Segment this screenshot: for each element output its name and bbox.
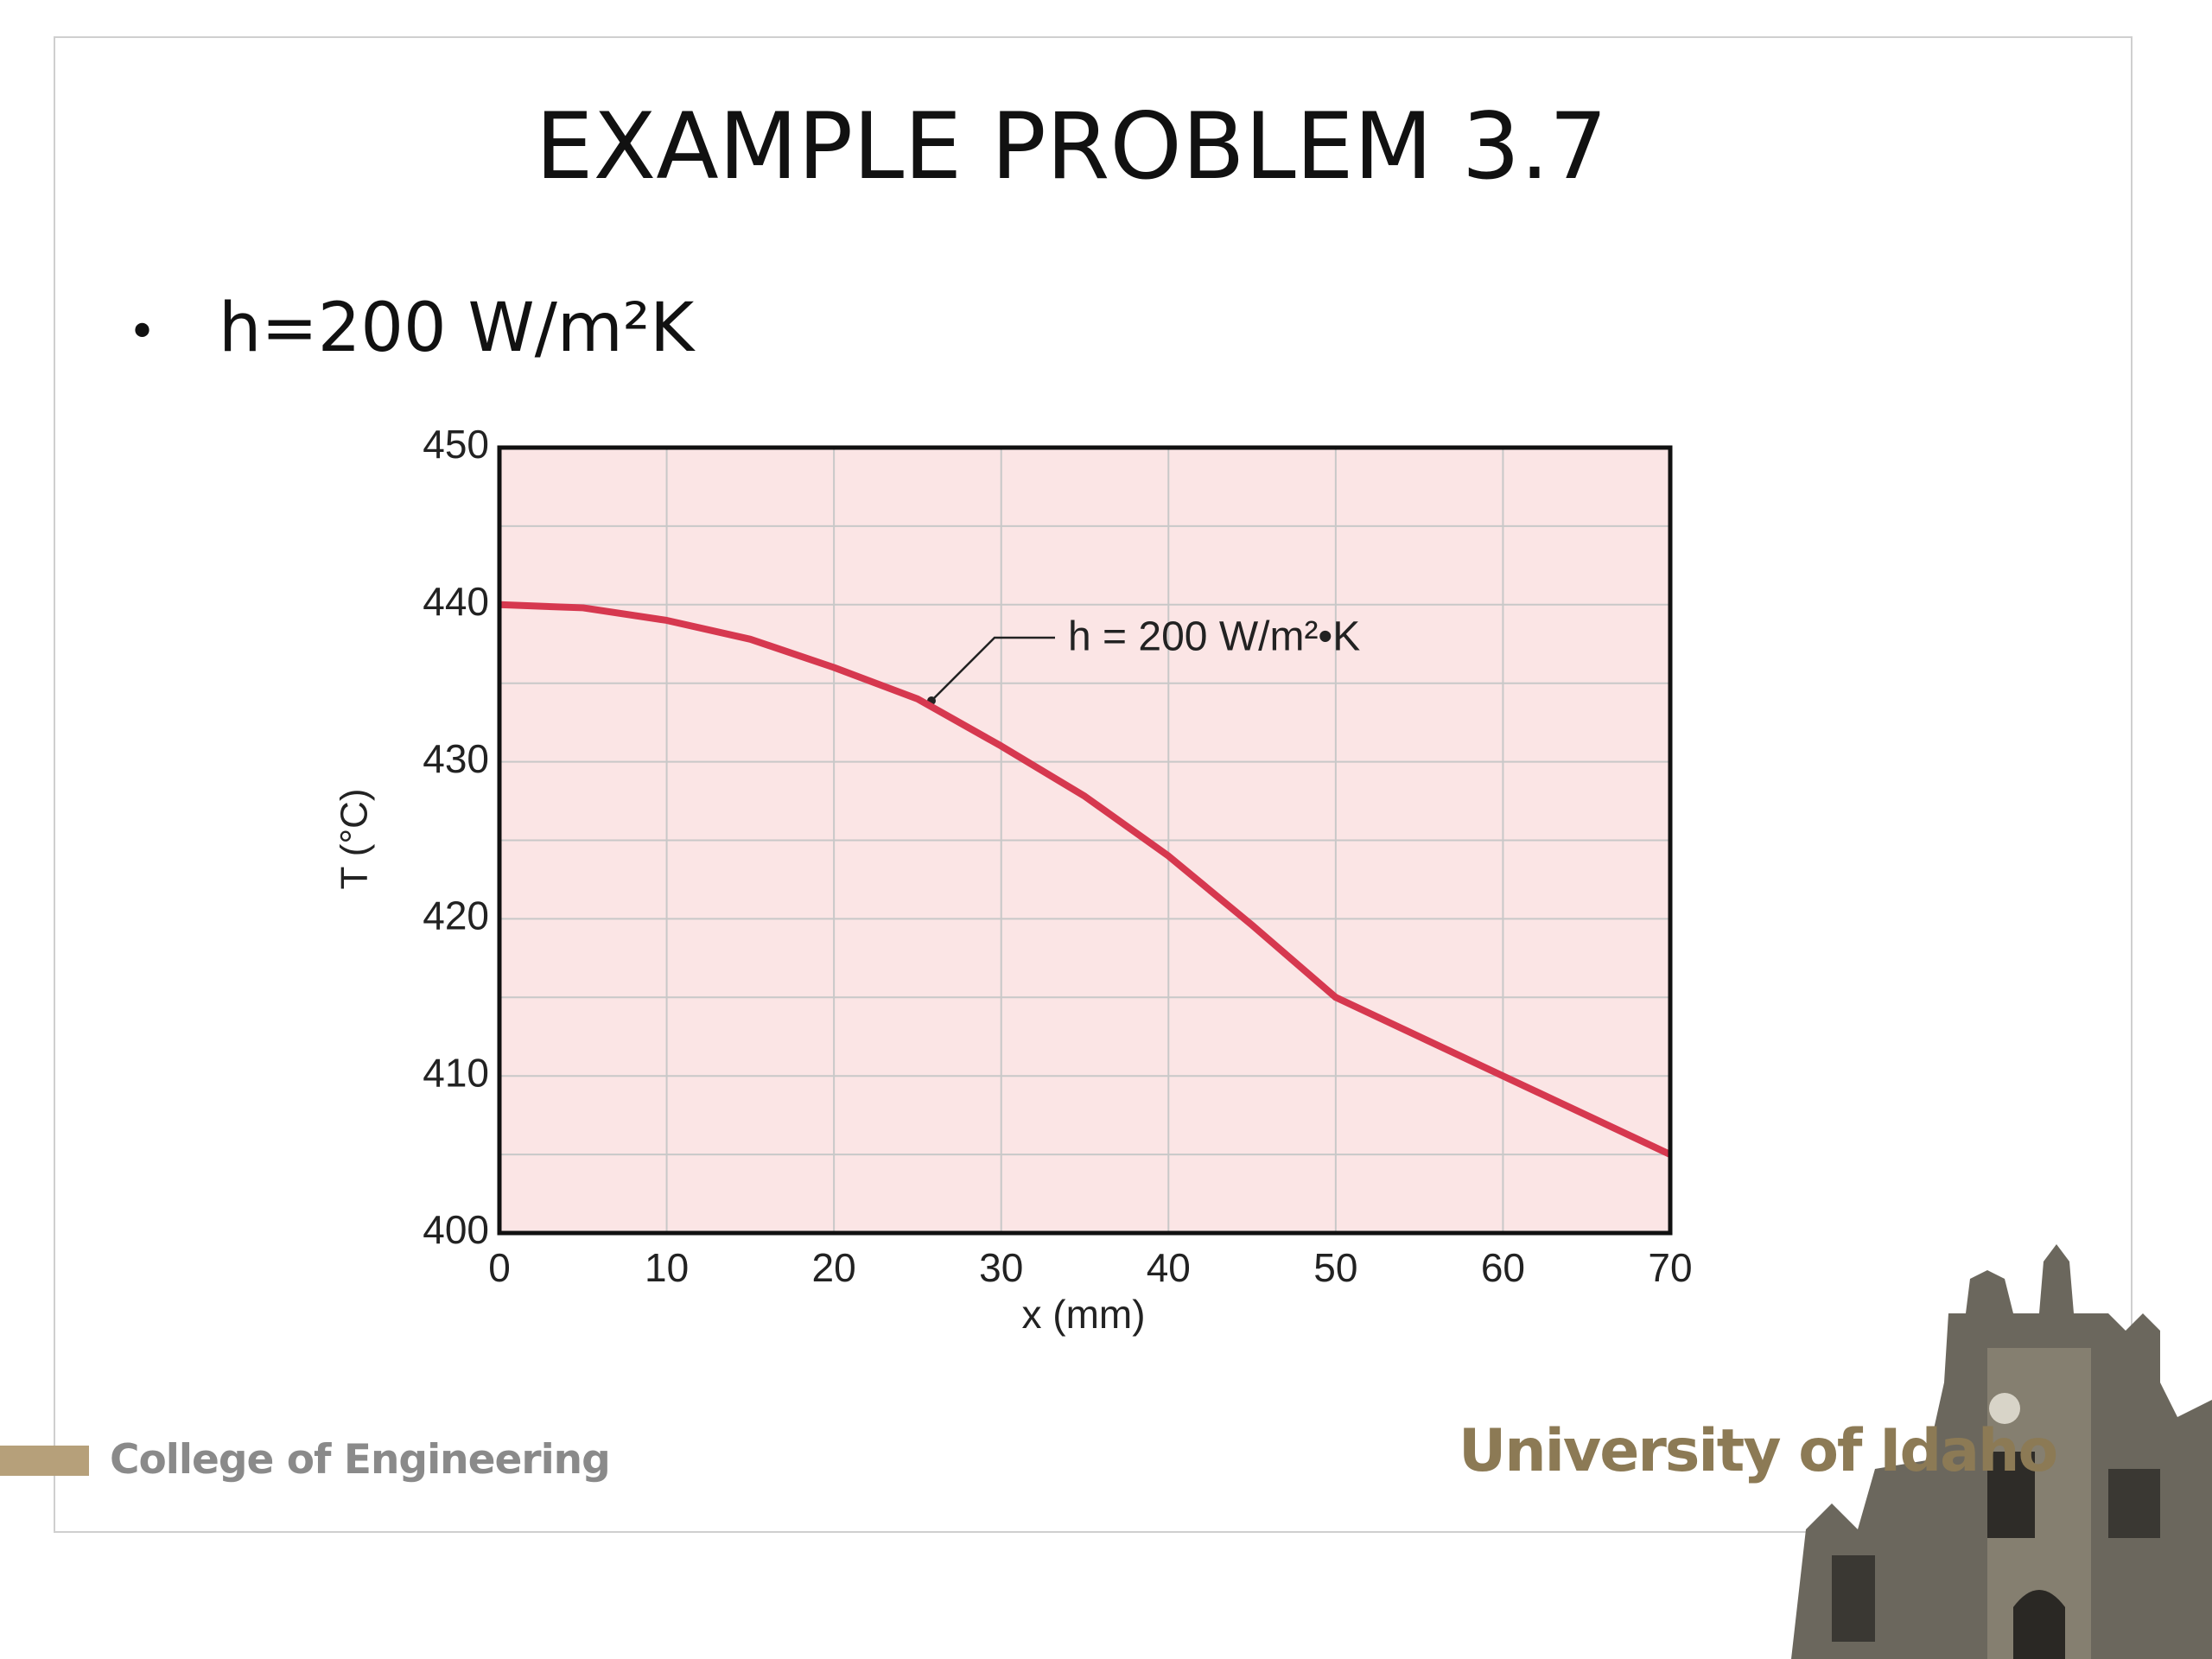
x-tick-label: 70 xyxy=(1648,1245,1692,1290)
bullet-text: h=200 W/m²K xyxy=(219,289,695,367)
series-annotation: h = 200 W/m²•K xyxy=(1068,614,1360,660)
slide-frame xyxy=(54,36,2133,1533)
slide-title: EXAMPLE PROBLEM 3.7 xyxy=(535,93,1608,200)
building xyxy=(1791,1244,2212,1659)
x-tick-label: 40 xyxy=(1147,1245,1191,1290)
x-tick-label: 30 xyxy=(979,1245,1023,1290)
x-tick-label: 10 xyxy=(645,1245,689,1290)
y-tick-label: 400 xyxy=(423,1207,489,1252)
y-tick-label: 450 xyxy=(423,422,489,467)
bullet: • h=200 W/m²K xyxy=(128,289,694,367)
y-tick-label: 430 xyxy=(423,736,489,781)
university-name: University of Idaho xyxy=(1459,1417,2058,1485)
annotation-leader xyxy=(931,636,1055,702)
bullet-dot: • xyxy=(128,304,157,361)
plot-frame xyxy=(497,445,1673,1236)
data-line xyxy=(499,601,1672,1158)
x-tick-label: 60 xyxy=(1481,1245,1525,1290)
y-tick-label: 440 xyxy=(423,579,489,624)
x-tick-label: 50 xyxy=(1313,1245,1357,1290)
footer-bar xyxy=(0,1446,89,1476)
x-axis-label: x (mm) xyxy=(1021,1292,1145,1337)
x-tick-label: 0 xyxy=(488,1245,511,1290)
y-tick-label: 420 xyxy=(423,893,489,938)
y-tick-label: 410 xyxy=(423,1050,489,1095)
college-name: College of Engineering xyxy=(110,1436,611,1484)
x-tick-label: 20 xyxy=(812,1245,856,1290)
y-axis-label: T (°C) xyxy=(334,789,376,890)
